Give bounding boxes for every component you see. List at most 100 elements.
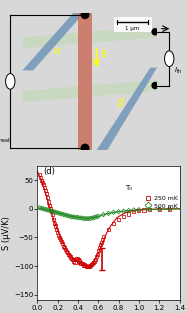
Point (60, 212, 63, 217)
Polygon shape (22, 26, 157, 48)
Point (68, 253, 71, 258)
Point (84, 263, 87, 268)
Point (97, 214, 100, 219)
Point (38, 205, 41, 210)
Point (89, 216, 92, 221)
Point (148, 207, 151, 212)
Point (39, 175, 42, 180)
Point (74, 257, 77, 262)
Point (69, 254, 72, 259)
Point (43, 185, 46, 190)
Point (100, 239, 103, 244)
Point (46, 195, 49, 200)
Point (79, 261, 82, 266)
Point (86, 264, 89, 269)
Text: $I_\mathrm{th}$: $I_\mathrm{th}$ (174, 66, 183, 76)
Point (55, 227, 58, 232)
Point (70, 256, 73, 261)
Point (127, 208, 130, 213)
Point (47, 199, 50, 204)
Point (90, 262, 93, 267)
Point (40, 206, 43, 211)
Point (76, 256, 79, 261)
Point (48, 203, 51, 208)
Point (87, 216, 90, 221)
Legend: 250 mK, 500 mK: 250 mK, 500 mK (144, 196, 178, 208)
Point (51, 212, 54, 217)
Point (122, 209, 125, 214)
Bar (114, 17, 152, 32)
Point (41, 180, 44, 185)
Point (158, 207, 161, 212)
Text: ~: ~ (5, 81, 11, 87)
Point (76, 257, 79, 262)
Point (89, 263, 92, 268)
Text: $\beta$: $\beta$ (117, 96, 125, 110)
Point (71, 257, 74, 262)
Point (66, 213, 69, 218)
Point (56, 230, 59, 235)
Point (65, 249, 68, 254)
Point (148, 207, 151, 212)
Point (73, 259, 76, 264)
Text: (d): (d) (43, 167, 55, 176)
Point (52, 209, 55, 214)
Point (54, 223, 57, 228)
Point (158, 207, 161, 212)
Point (42, 206, 45, 211)
Point (38, 172, 41, 177)
Point (57, 233, 60, 238)
Text: T₀: T₀ (125, 185, 133, 191)
Point (92, 259, 95, 264)
Point (107, 227, 110, 232)
Bar (78, 13, 92, 150)
Point (132, 209, 135, 214)
Point (95, 254, 98, 259)
Point (81, 261, 84, 266)
Point (83, 263, 86, 268)
Point (107, 211, 110, 216)
Point (58, 211, 61, 216)
Point (82, 263, 85, 268)
Circle shape (152, 29, 158, 35)
Point (83, 216, 86, 221)
Point (40, 178, 43, 183)
Point (168, 207, 171, 212)
Point (137, 207, 140, 212)
Point (142, 208, 145, 213)
Point (102, 212, 105, 217)
Point (101, 237, 104, 242)
Point (102, 234, 105, 239)
Point (117, 217, 120, 222)
Point (122, 214, 125, 219)
Circle shape (152, 83, 158, 89)
Point (88, 264, 91, 269)
Point (58, 235, 61, 240)
Point (52, 217, 55, 222)
Point (62, 212, 65, 217)
Point (50, 209, 53, 214)
Circle shape (81, 11, 89, 18)
Point (45, 191, 48, 196)
Point (81, 216, 84, 221)
Point (78, 259, 81, 264)
Point (67, 252, 70, 257)
Point (70, 214, 73, 219)
Point (112, 221, 115, 226)
Polygon shape (22, 80, 157, 102)
Point (72, 214, 75, 219)
Point (54, 210, 57, 215)
Text: 1 µm: 1 µm (125, 26, 139, 31)
Point (56, 210, 59, 215)
Point (68, 214, 71, 219)
Point (44, 207, 47, 212)
Point (93, 259, 96, 264)
Polygon shape (96, 68, 157, 150)
Point (95, 214, 98, 219)
Point (64, 213, 67, 218)
Point (50, 209, 53, 214)
Point (93, 215, 96, 220)
Point (94, 257, 97, 262)
Point (59, 237, 62, 242)
Point (137, 208, 140, 213)
